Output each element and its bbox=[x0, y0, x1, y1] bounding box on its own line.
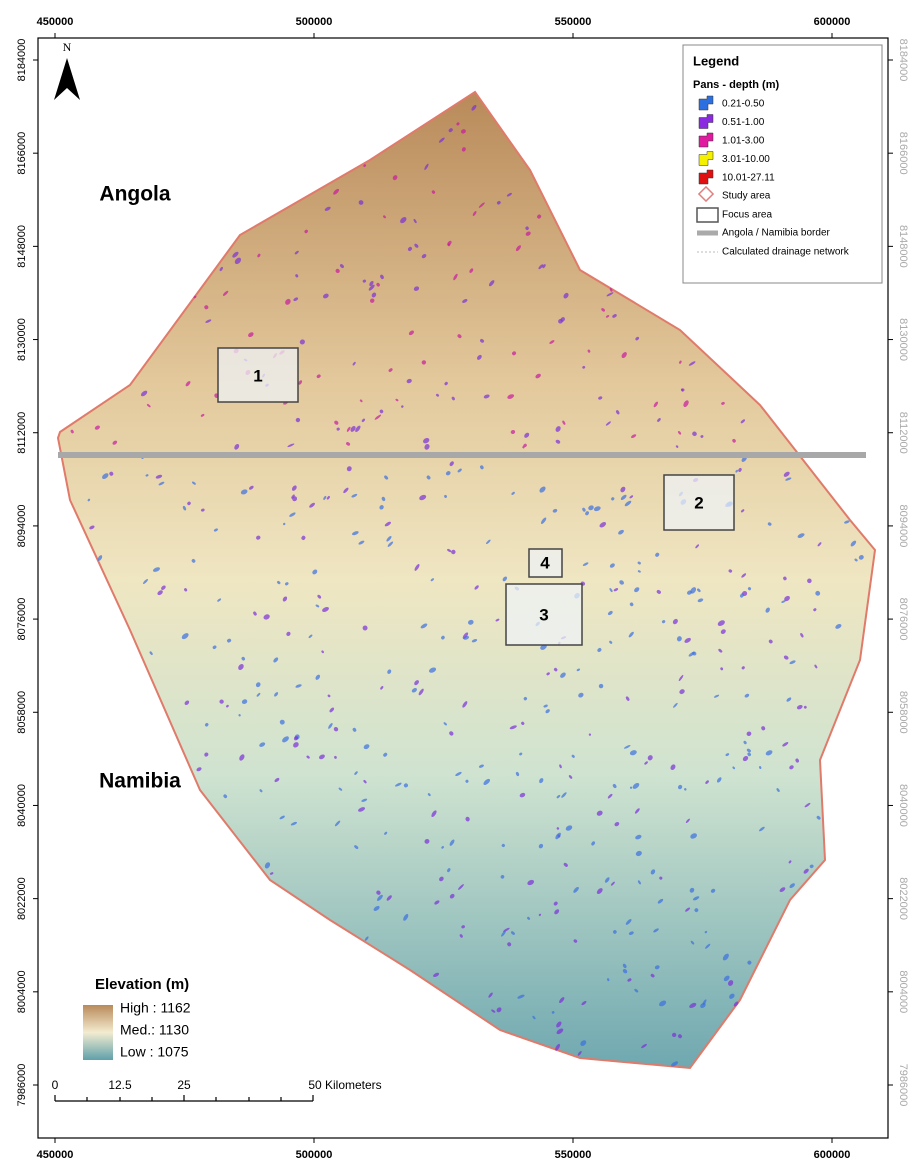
legend-label: Study area bbox=[722, 191, 771, 202]
y-tick-label: 8004000 bbox=[16, 970, 28, 1013]
x-tick-label: 600000 bbox=[814, 1149, 851, 1161]
y-tick-label: 8130000 bbox=[16, 318, 28, 361]
y-tick-label: 8130000 bbox=[897, 318, 909, 361]
scale-label: 12.5 bbox=[108, 1078, 132, 1092]
elevation-ramp bbox=[83, 1005, 113, 1060]
focus-label: 2 bbox=[694, 493, 703, 512]
page: {"map":{"xticks":[450000,500000,550000,6… bbox=[0, 0, 916, 1174]
y-tick-label: 8058000 bbox=[16, 691, 28, 734]
y-tick-label: 8040000 bbox=[16, 784, 28, 827]
y-tick-label: 8004000 bbox=[897, 970, 909, 1013]
y-tick-label: 7986000 bbox=[897, 1064, 909, 1107]
scale-label: 0 bbox=[52, 1078, 59, 1092]
legend-title: Legend bbox=[693, 53, 739, 68]
map: N Angola Namibia 1 2 3 4 Legend Pans - d… bbox=[0, 0, 916, 1174]
x-tick-label: 500000 bbox=[296, 1149, 333, 1161]
y-tick-label: 8094000 bbox=[897, 504, 909, 547]
elevation-title: Elevation (m) bbox=[95, 976, 189, 993]
x-tick-label: 450000 bbox=[37, 1149, 74, 1161]
elevation-label: High : 1162 bbox=[120, 1000, 191, 1016]
legend-label: Calculated drainage network bbox=[722, 247, 850, 258]
focus-label: 4 bbox=[540, 553, 550, 572]
y-tick-label: 8166000 bbox=[897, 132, 909, 175]
country-label: Angola bbox=[99, 183, 170, 206]
y-tick-label: 8112000 bbox=[897, 412, 909, 454]
x-tick-label: 450000 bbox=[37, 16, 74, 28]
y-tick-label: 8076000 bbox=[897, 598, 909, 641]
legend-label: Focus area bbox=[722, 210, 772, 221]
scale-label: 50 Kilometers bbox=[308, 1078, 381, 1092]
legend-label: Angola / Namibia border bbox=[722, 228, 831, 239]
elevation-label: Low : 1075 bbox=[120, 1044, 189, 1060]
x-tick-label: 550000 bbox=[555, 1149, 592, 1161]
y-tick-label: 8022000 bbox=[16, 877, 28, 920]
y-tick-label: 8040000 bbox=[897, 784, 909, 827]
elevation-label: Med.: 1130 bbox=[120, 1022, 189, 1038]
y-tick-label: 8022000 bbox=[897, 877, 909, 920]
y-tick-label: 8058000 bbox=[897, 691, 909, 734]
y-tick-label: 8094000 bbox=[16, 504, 28, 547]
y-tick-label: 8184000 bbox=[16, 39, 28, 82]
country-label: Namibia bbox=[99, 770, 181, 793]
legend-label: 0.21-0.50 bbox=[722, 99, 765, 110]
y-tick-label: 8166000 bbox=[16, 132, 28, 175]
legend-label: 1.01-3.00 bbox=[722, 136, 765, 147]
scale-label: 25 bbox=[177, 1078, 191, 1092]
north-label: N bbox=[63, 40, 72, 54]
legend-subtitle: Pans - depth (m) bbox=[693, 79, 780, 91]
y-tick-label: 8148000 bbox=[16, 225, 28, 268]
x-tick-label: 600000 bbox=[814, 16, 851, 28]
y-tick-label: 8184000 bbox=[897, 39, 909, 82]
y-tick-label: 7986000 bbox=[16, 1064, 28, 1107]
focus-label: 1 bbox=[253, 366, 262, 385]
y-tick-label: 8076000 bbox=[16, 598, 28, 641]
legend-swatch bbox=[697, 208, 718, 222]
y-tick-label: 8148000 bbox=[897, 225, 909, 268]
legend-label: 0.51-1.00 bbox=[722, 117, 765, 128]
x-tick-label: 500000 bbox=[296, 16, 333, 28]
focus-label: 3 bbox=[539, 605, 548, 624]
y-tick-label: 8112000 bbox=[16, 412, 28, 454]
legend-label: 3.01-10.00 bbox=[722, 154, 770, 165]
x-tick-label: 550000 bbox=[555, 16, 592, 28]
legend-label: 10.01-27.11 bbox=[722, 173, 775, 184]
